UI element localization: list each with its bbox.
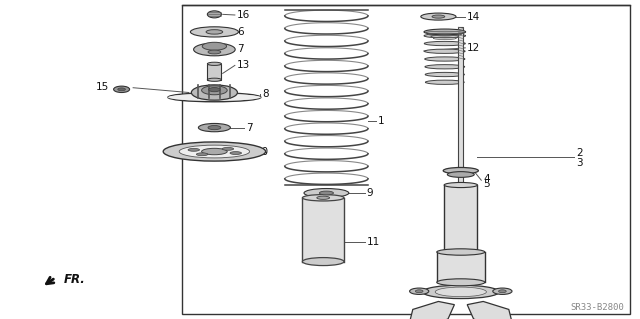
Ellipse shape — [196, 153, 208, 156]
Ellipse shape — [424, 41, 465, 46]
Ellipse shape — [168, 93, 261, 102]
Ellipse shape — [499, 290, 506, 293]
Ellipse shape — [118, 88, 125, 91]
Ellipse shape — [202, 148, 227, 155]
Ellipse shape — [436, 249, 485, 255]
Text: 9: 9 — [367, 188, 373, 198]
Bar — [182, 5, 630, 314]
Text: 14: 14 — [467, 11, 481, 22]
Bar — [444, 185, 477, 252]
Ellipse shape — [443, 167, 479, 174]
Ellipse shape — [207, 62, 221, 65]
Text: 11: 11 — [367, 237, 380, 248]
Ellipse shape — [415, 290, 423, 293]
Ellipse shape — [202, 42, 227, 50]
Text: 5: 5 — [483, 179, 490, 189]
Polygon shape — [410, 301, 454, 319]
Ellipse shape — [202, 86, 227, 95]
Ellipse shape — [435, 287, 486, 297]
Polygon shape — [467, 301, 512, 319]
Ellipse shape — [447, 172, 474, 177]
Ellipse shape — [425, 57, 465, 61]
Bar — [458, 27, 463, 185]
Ellipse shape — [436, 279, 485, 286]
Text: 6: 6 — [237, 27, 243, 37]
Ellipse shape — [179, 145, 250, 158]
Ellipse shape — [302, 195, 344, 201]
Ellipse shape — [444, 182, 477, 188]
Text: 8: 8 — [262, 89, 269, 99]
Ellipse shape — [191, 27, 239, 37]
Ellipse shape — [191, 85, 237, 100]
Bar — [207, 64, 221, 80]
Text: 13: 13 — [237, 60, 250, 70]
Ellipse shape — [198, 123, 230, 132]
Ellipse shape — [208, 50, 221, 54]
Ellipse shape — [163, 142, 266, 161]
Text: 3: 3 — [576, 158, 582, 168]
Ellipse shape — [425, 72, 465, 77]
Ellipse shape — [222, 147, 234, 150]
Text: 7: 7 — [237, 44, 243, 55]
Text: 1: 1 — [378, 116, 384, 126]
Text: FR.: FR. — [63, 273, 85, 286]
Ellipse shape — [114, 86, 129, 93]
Ellipse shape — [432, 15, 445, 18]
Bar — [303, 198, 344, 262]
Ellipse shape — [317, 196, 330, 199]
Ellipse shape — [425, 65, 465, 69]
Ellipse shape — [207, 78, 221, 81]
Ellipse shape — [424, 33, 466, 38]
Ellipse shape — [208, 126, 221, 130]
Ellipse shape — [319, 191, 333, 195]
Text: 2: 2 — [576, 148, 582, 158]
Ellipse shape — [410, 288, 429, 294]
Ellipse shape — [230, 152, 241, 154]
Text: 4: 4 — [483, 174, 490, 184]
Ellipse shape — [421, 13, 456, 20]
Text: 7: 7 — [246, 122, 253, 133]
Text: 16: 16 — [237, 10, 250, 20]
Ellipse shape — [444, 249, 477, 255]
Ellipse shape — [304, 189, 349, 197]
Ellipse shape — [302, 258, 344, 265]
Ellipse shape — [193, 43, 236, 56]
Ellipse shape — [493, 288, 512, 294]
Ellipse shape — [424, 29, 466, 35]
Ellipse shape — [424, 49, 465, 53]
Ellipse shape — [209, 88, 220, 92]
Ellipse shape — [168, 94, 261, 101]
Ellipse shape — [426, 80, 464, 85]
Ellipse shape — [207, 11, 221, 18]
Ellipse shape — [422, 285, 499, 299]
Text: SR33-B2800: SR33-B2800 — [570, 303, 624, 312]
Text: 12: 12 — [467, 43, 481, 53]
Bar — [437, 252, 485, 282]
Ellipse shape — [188, 148, 200, 151]
Ellipse shape — [206, 30, 223, 34]
Text: 15: 15 — [96, 82, 109, 92]
Text: 10: 10 — [256, 146, 269, 157]
